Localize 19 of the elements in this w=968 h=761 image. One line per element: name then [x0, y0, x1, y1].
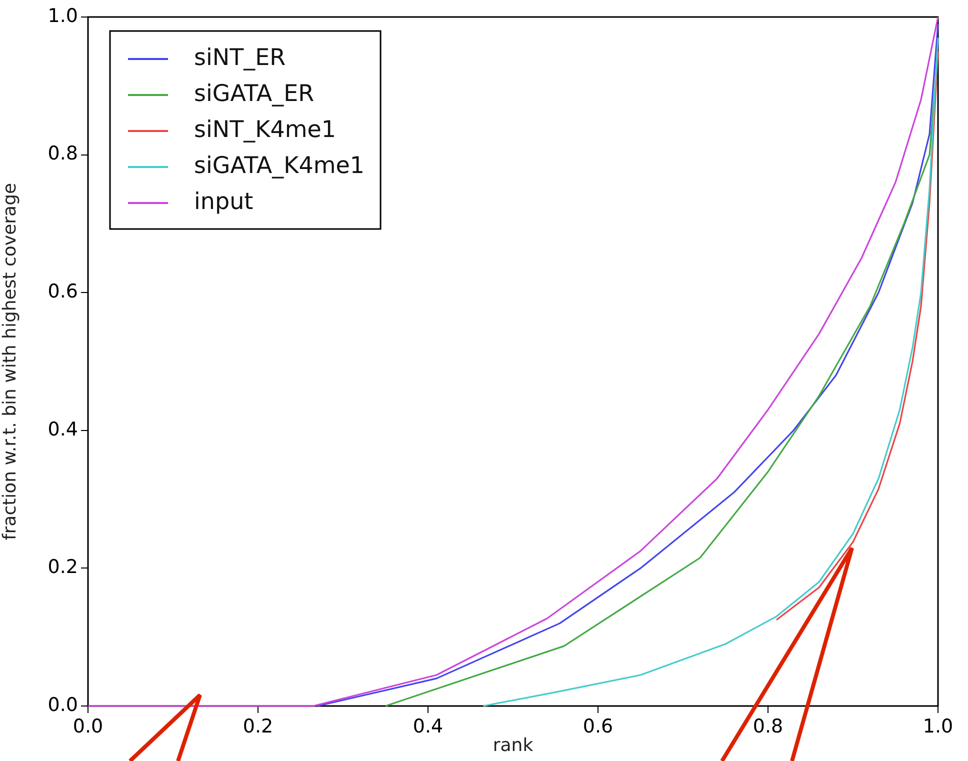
legend-label: siGATA_K4me1	[194, 152, 365, 179]
y-tick-label: 0.2	[48, 556, 78, 578]
legend-label: siNT_K4me1	[194, 116, 336, 143]
x-tick-label: 0.2	[242, 715, 274, 738]
legend-label: siGATA_ER	[194, 80, 314, 107]
y-tick-label: 0.0	[48, 694, 78, 716]
y-axis-title: fraction w.r.t. bin with highest coverage	[0, 182, 20, 540]
x-tick-label: 0.6	[582, 715, 614, 738]
x-tick-label: 0.0	[72, 715, 104, 738]
x-tick-label: 0.4	[412, 715, 444, 738]
x-tick-label: 1.0	[922, 715, 954, 738]
y-tick-label: 0.8	[48, 142, 78, 165]
x-tick-label: 0.8	[752, 715, 784, 738]
y-tick-label: 0.4	[48, 418, 78, 440]
y-tick-label: 1.0	[48, 4, 78, 27]
legend-label: siNT_ER	[194, 44, 286, 71]
x-axis-title: rank	[492, 734, 534, 756]
y-tick-label: 0.6	[48, 280, 78, 303]
legend-label: input	[194, 188, 254, 215]
